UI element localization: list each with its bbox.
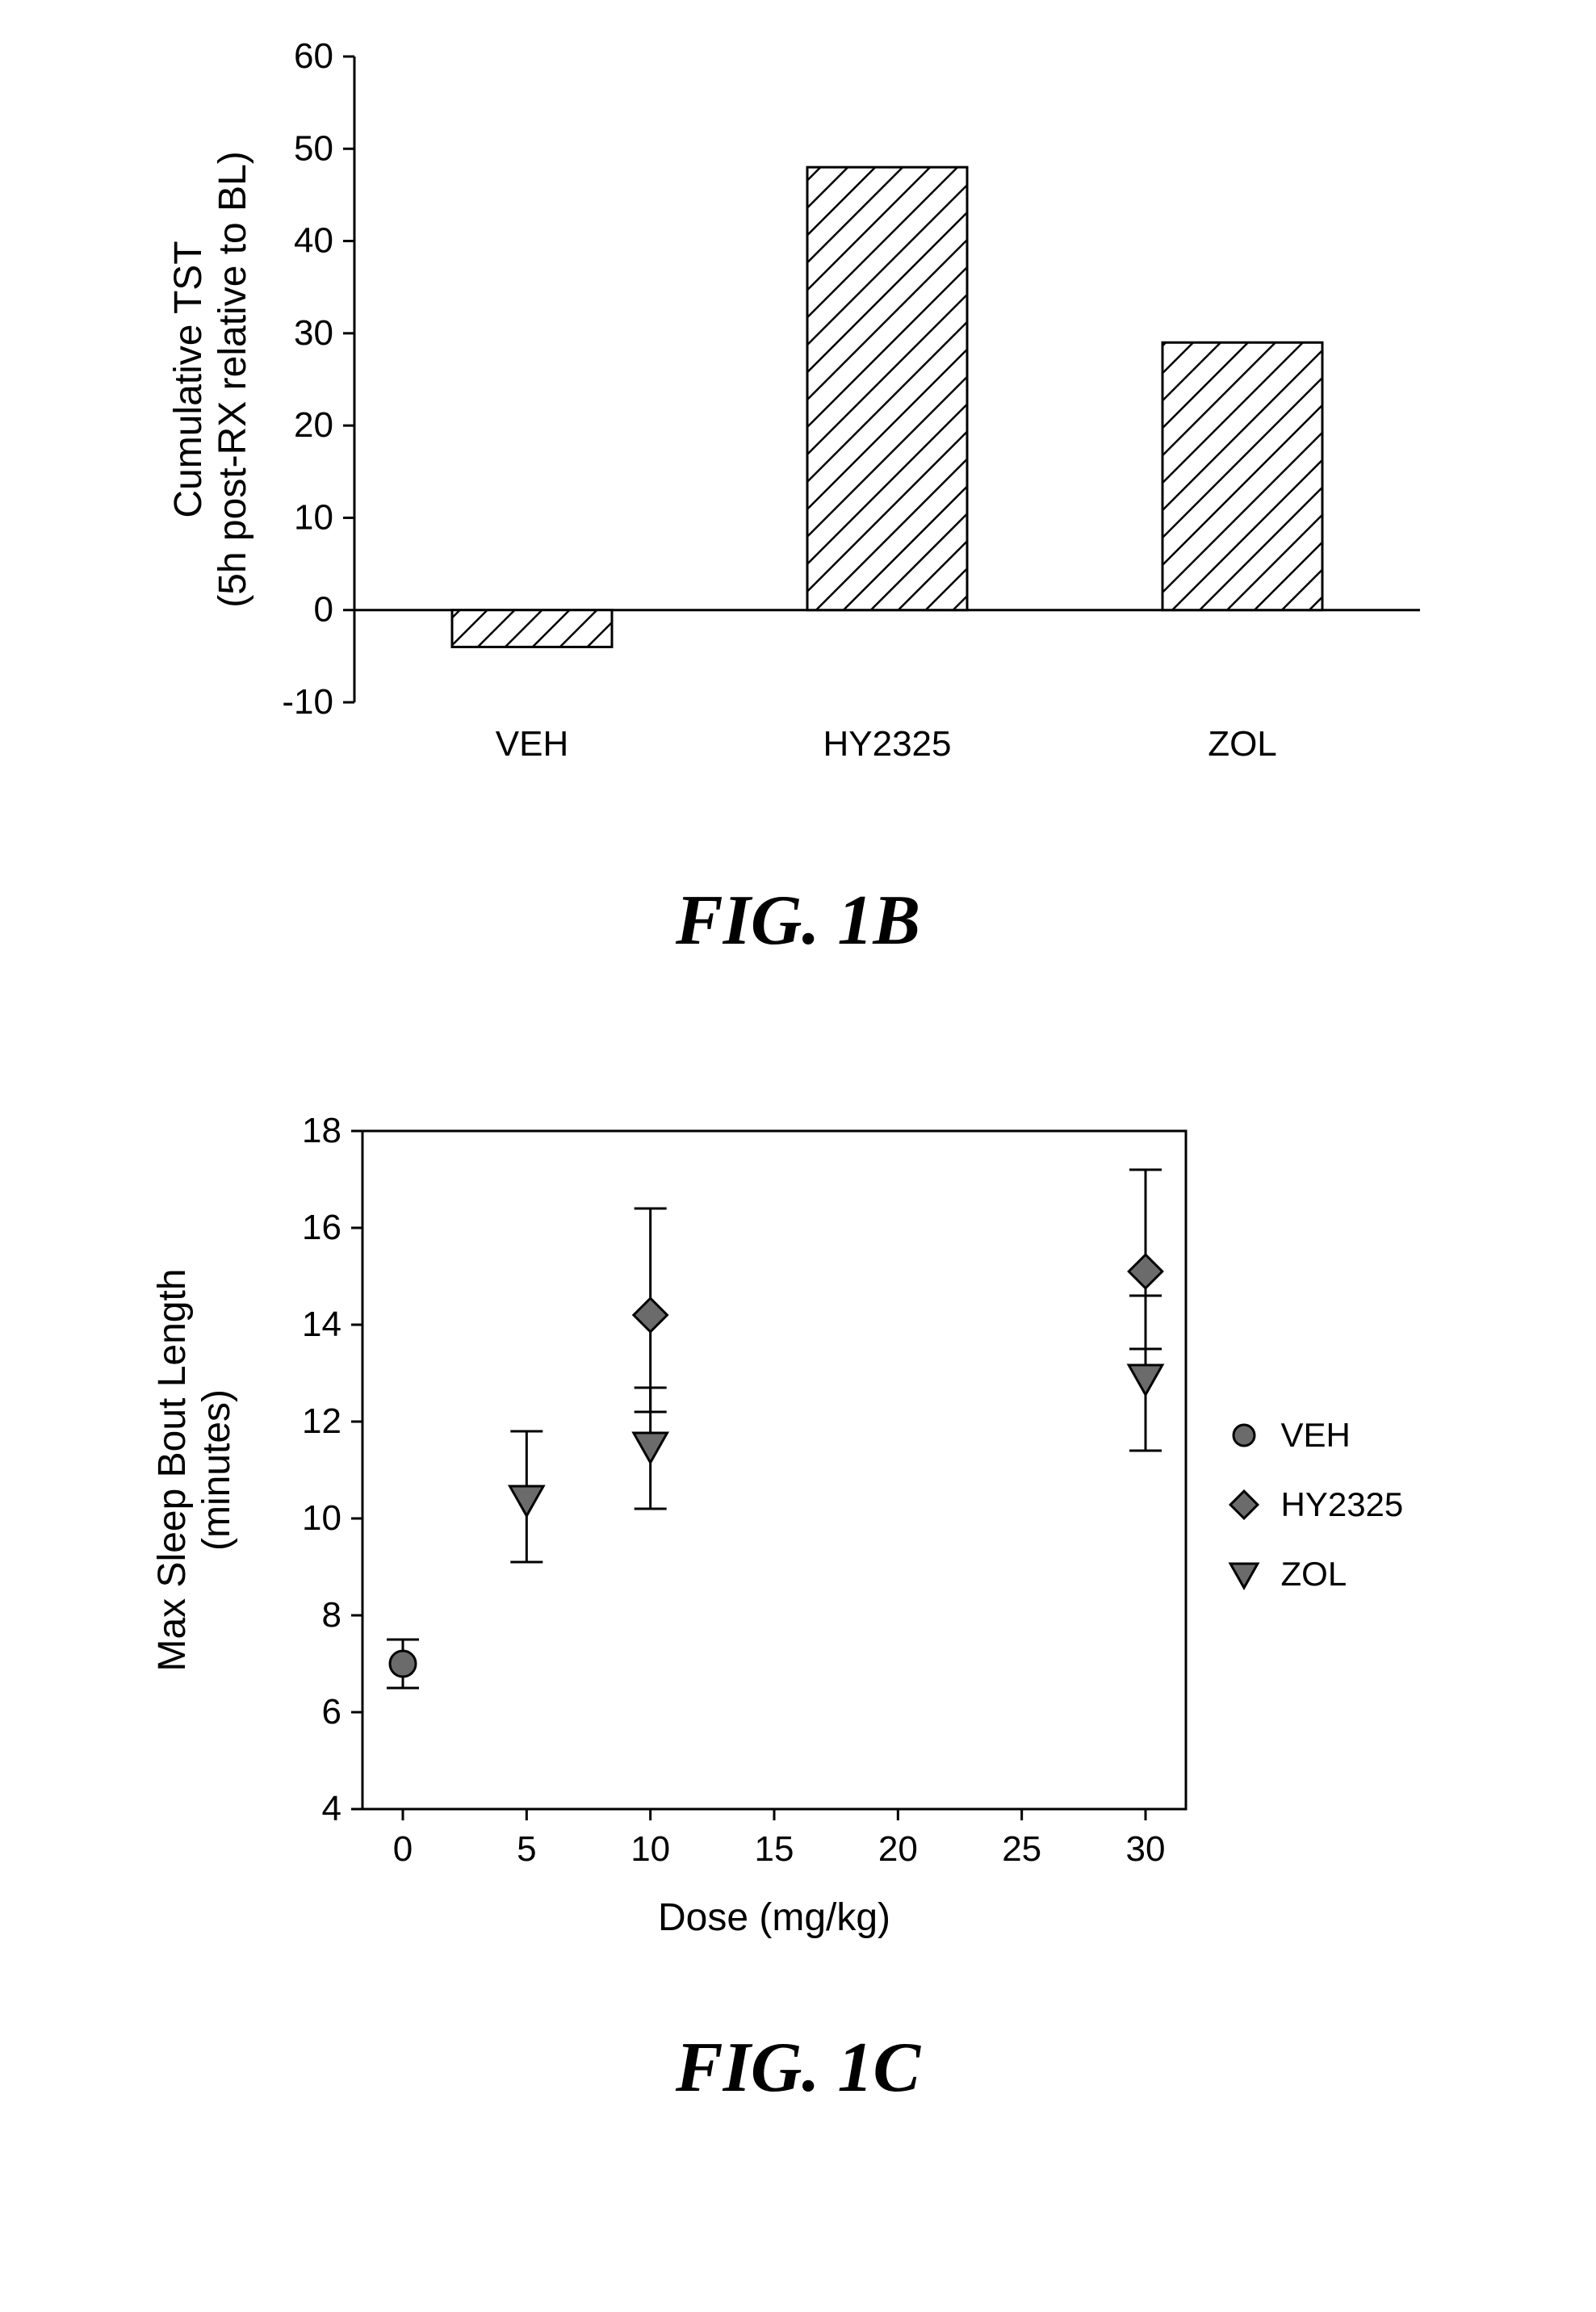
svg-text:40: 40: [294, 221, 333, 261]
bar: [807, 167, 967, 610]
fig1c-caption: FIG. 1C: [676, 2027, 920, 2109]
data-marker: [509, 1486, 543, 1516]
legend-item: HY2325: [1226, 1485, 1404, 1524]
bar: [452, 610, 612, 647]
svg-text:16: 16: [302, 1208, 341, 1247]
svg-text:10: 10: [294, 497, 333, 537]
svg-text:10: 10: [302, 1498, 341, 1538]
svg-text:0: 0: [392, 1829, 412, 1869]
data-marker: [390, 1651, 416, 1677]
data-marker: [1129, 1254, 1162, 1288]
legend-marker-icon: [1226, 1487, 1262, 1522]
svg-text:20: 20: [294, 405, 333, 445]
svg-text:5: 5: [517, 1829, 536, 1869]
svg-text:15: 15: [754, 1829, 794, 1869]
svg-text:25: 25: [1002, 1829, 1041, 1869]
fig1b-chart-wrap: -10 0 10 20 30 40 50 60 VEH HY2325 ZOL Cumulative T…: [145, 32, 1452, 831]
bar-category-label: HY2325: [823, 724, 951, 764]
legend-item: ZOL: [1226, 1555, 1404, 1594]
legend-item: VEH: [1226, 1416, 1404, 1455]
figure-1c: 4 6 8 10 12 14 16 18 0 5 10 15 20 25 30 Dose (mg/kg) Max…: [32, 1107, 1564, 2109]
bar-category-label: ZOL: [1208, 724, 1277, 764]
figure-1b: -10 0 10 20 30 40 50 60 VEH HY2325 ZOL Cumulative T…: [32, 32, 1564, 961]
svg-text:30: 30: [294, 313, 333, 353]
data-marker: [1129, 1365, 1162, 1395]
svg-text:12: 12: [302, 1401, 341, 1441]
svg-text:50: 50: [294, 128, 333, 168]
data-marker: [633, 1433, 667, 1463]
fig1c-chart-wrap: 4 6 8 10 12 14 16 18 0 5 10 15 20 25 30 Dose (mg/kg) Max…: [120, 1107, 1477, 1979]
svg-text:10: 10: [630, 1829, 670, 1869]
legend-label: HY2325: [1281, 1485, 1404, 1524]
svg-text:4: 4: [321, 1789, 341, 1828]
svg-text:8: 8: [321, 1595, 341, 1635]
svg-text:6: 6: [321, 1692, 341, 1732]
fig1c-legend: VEH HY2325 ZOL: [1226, 1416, 1404, 1594]
bar: [1162, 342, 1322, 609]
legend-label: ZOL: [1281, 1555, 1347, 1594]
svg-text:0: 0: [313, 590, 333, 630]
fig1b-svg: -10 0 10 20 30 40 50 60 VEH HY2325 ZOL Cumulative T…: [145, 32, 1452, 831]
svg-text:Cumulative TST(5h post-RX rela: Cumulative TST(5h post-RX relative to BL…: [167, 151, 254, 608]
svg-text:60: 60: [294, 36, 333, 76]
legend-marker-icon: [1226, 1418, 1262, 1453]
legend-marker-icon: [1226, 1556, 1262, 1592]
bar-category-label: VEH: [495, 724, 568, 764]
svg-text:20: 20: [878, 1829, 917, 1869]
fig1b-caption: FIG. 1B: [676, 880, 920, 961]
svg-text:-10: -10: [282, 682, 333, 722]
legend-label: VEH: [1281, 1416, 1351, 1455]
svg-text:18: 18: [302, 1111, 341, 1150]
svg-text:14: 14: [302, 1305, 341, 1344]
fig1c-ylabel: Max Sleep Bout Length(minutes): [151, 1268, 238, 1671]
fig1c-xlabel: Dose (mg/kg): [657, 1896, 890, 1939]
data-marker: [633, 1298, 667, 1332]
svg-text:30: 30: [1125, 1829, 1165, 1869]
